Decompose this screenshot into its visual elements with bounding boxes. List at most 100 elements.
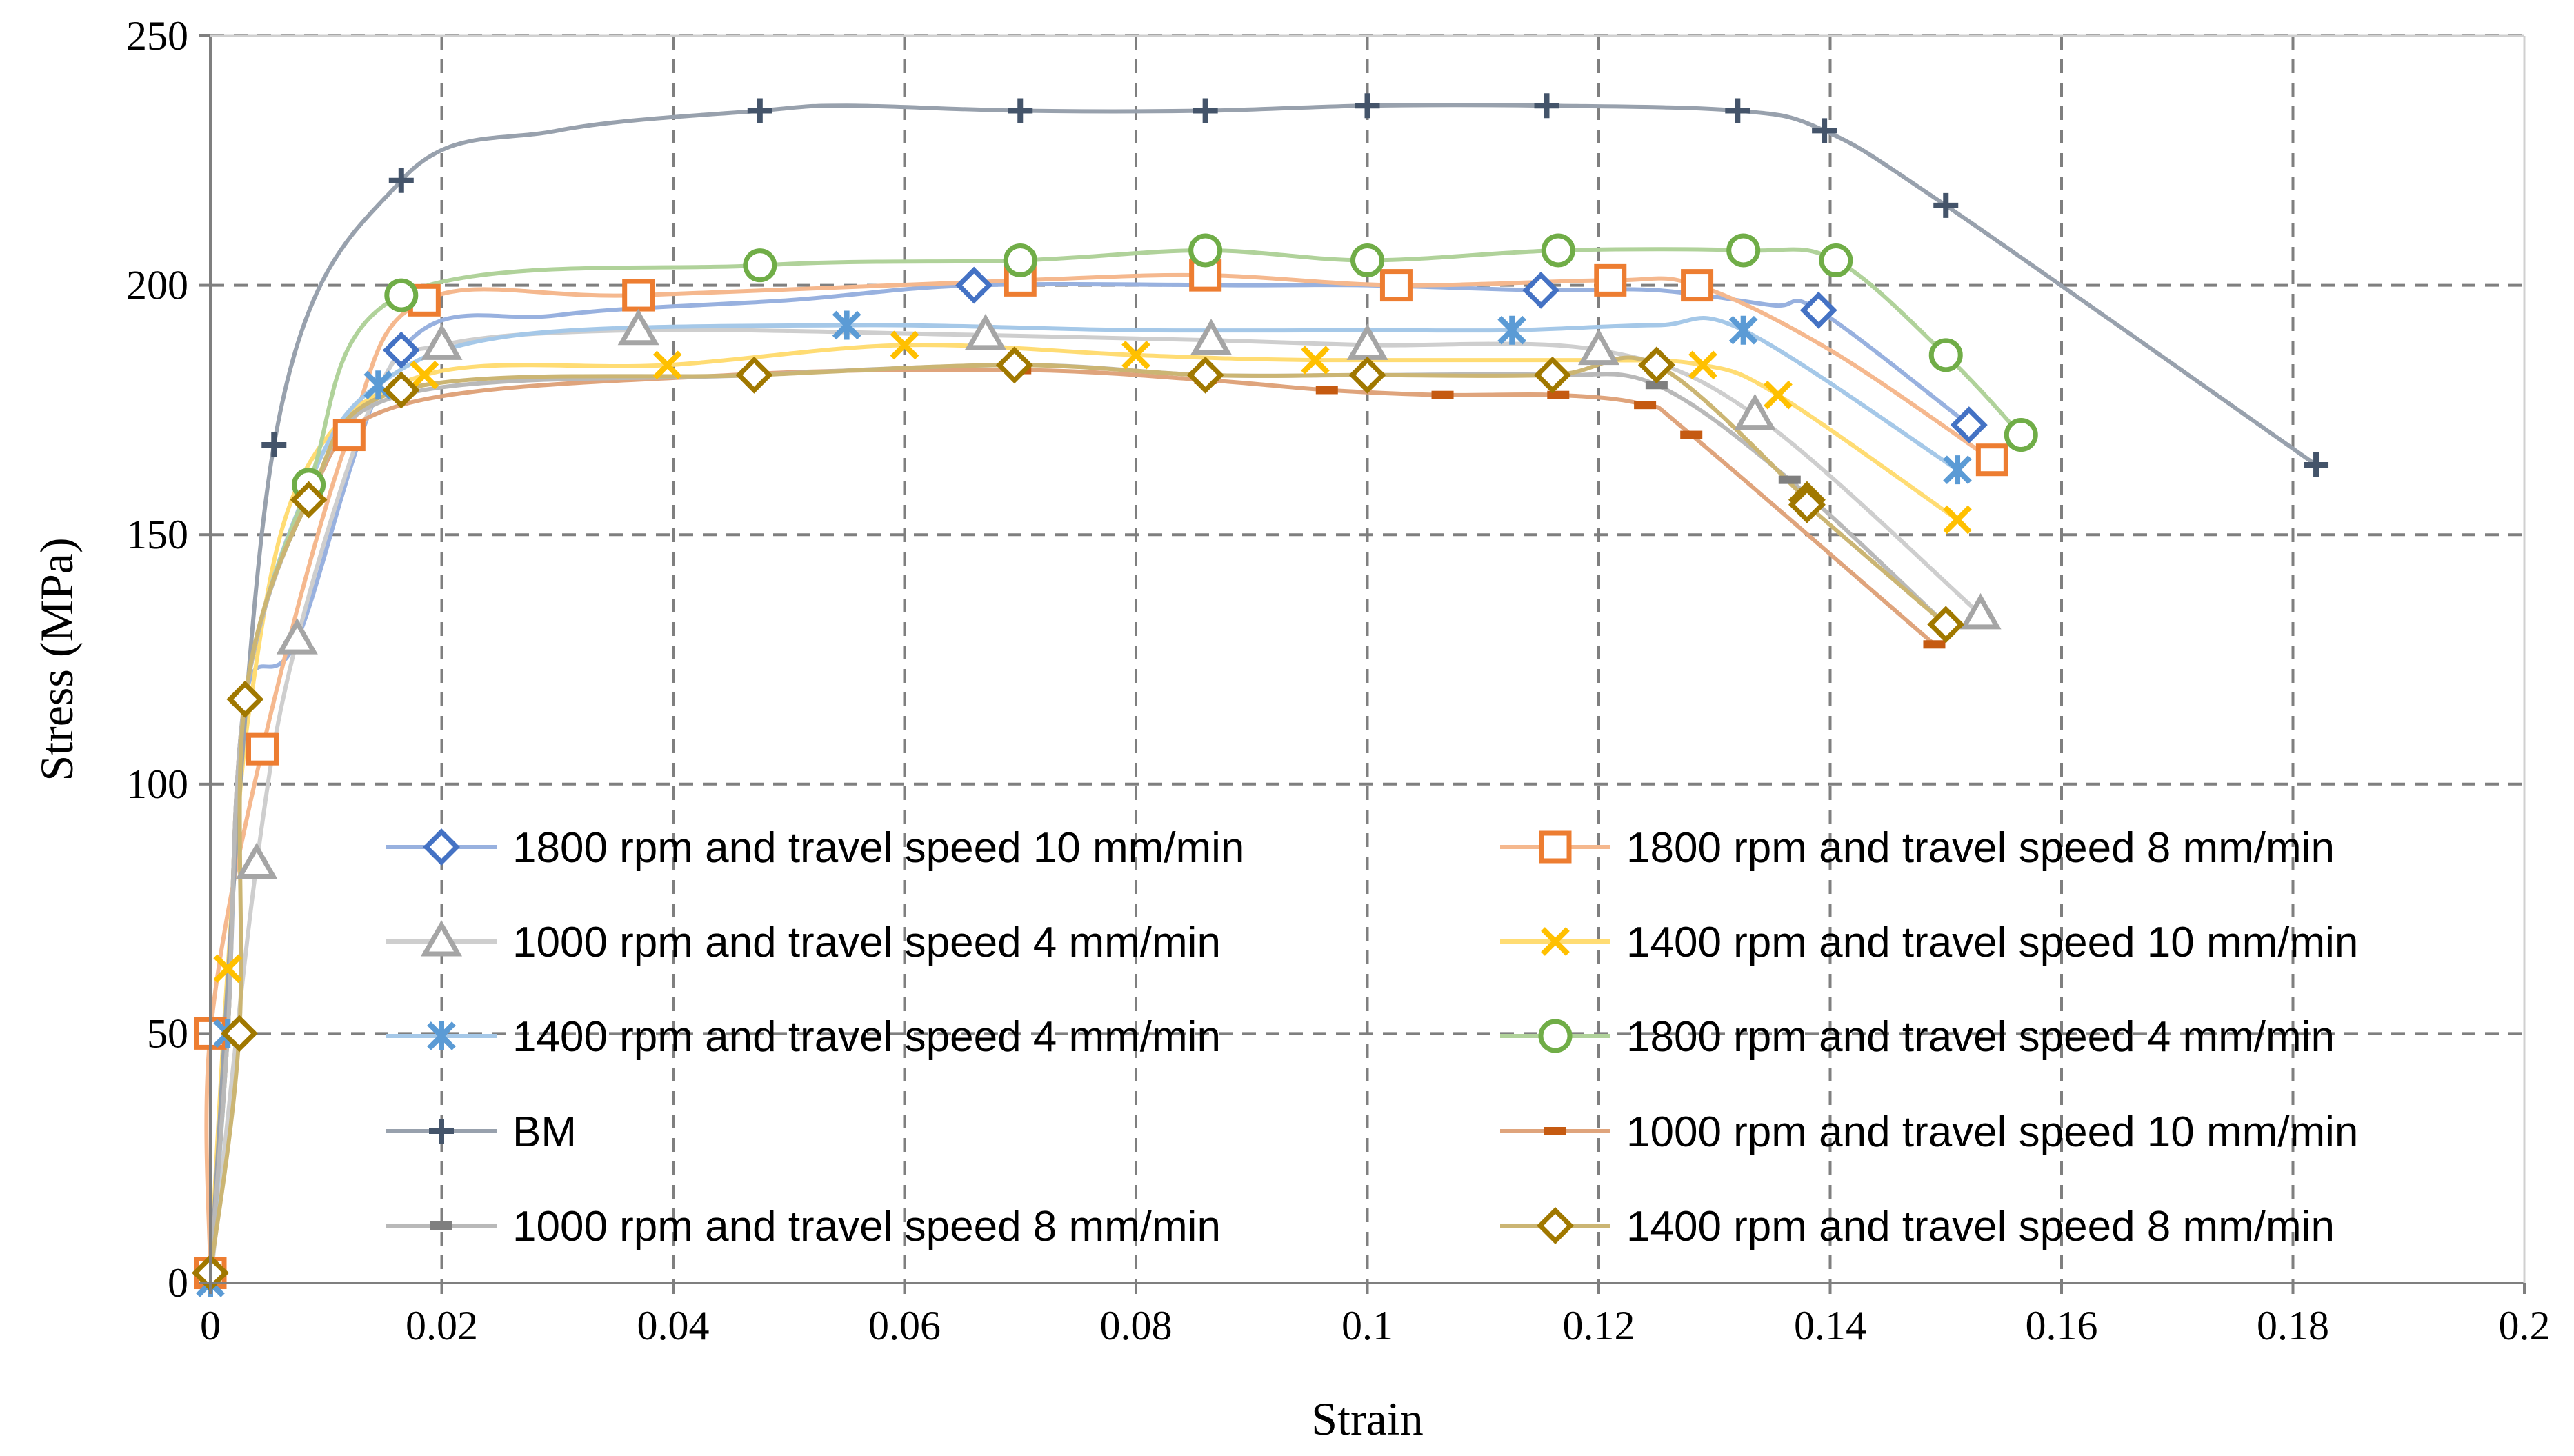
x-tick-label: 0 — [200, 1303, 221, 1348]
legend-label: 1800 rpm and travel speed 4 mm/min — [1626, 1013, 2335, 1061]
data-point-series-6 — [1003, 243, 1037, 277]
data-point-series-2 — [1379, 269, 1413, 302]
legend-item-2: 1800 rpm and travel speed 8 mm/min — [1500, 824, 2335, 872]
legend-label: 1800 rpm and travel speed 8 mm/min — [1626, 824, 2335, 872]
data-point-series-10 — [290, 481, 328, 519]
y-tick-label: 150 — [126, 512, 188, 557]
data-point-series-1 — [1799, 291, 1837, 329]
legend-item-7: BM — [386, 1108, 577, 1156]
x-tick-label: 0.2 — [2499, 1303, 2551, 1348]
legend-marker — [1539, 830, 1572, 864]
x-tick-label: 0.1 — [1341, 1303, 1393, 1348]
data-point-series-7 — [1008, 98, 1033, 123]
data-point-series-10 — [382, 371, 420, 409]
legend-label: BM — [512, 1108, 577, 1156]
legend-marker — [423, 828, 460, 866]
y-tick-label: 200 — [126, 263, 188, 308]
legend: 1800 rpm and travel speed 10 mm/min 1800 … — [386, 824, 2358, 1250]
data-point-series-3 — [1734, 393, 1776, 430]
data-point-series-1 — [382, 331, 420, 369]
series-line-2 — [204, 272, 1993, 1273]
legend-marker — [1538, 1019, 1573, 1053]
data-point-series-5 — [1943, 455, 1972, 485]
data-point-series-9 — [1645, 381, 1668, 390]
data-point-series-6 — [2004, 418, 2038, 452]
data-point-series-8 — [1431, 390, 1454, 399]
data-point-series-8 — [1634, 401, 1657, 410]
data-point-series-10 — [1533, 356, 1571, 394]
y-axis-title: Stress (MPa) — [30, 537, 83, 781]
data-point-series-4 — [1688, 350, 1717, 380]
legend-marker — [427, 1021, 456, 1050]
legend-item-4: 1400 rpm and travel speed 10 mm/min — [1500, 919, 2358, 966]
data-point-series-3 — [1190, 319, 1233, 355]
data-point-series-8 — [1547, 390, 1570, 399]
data-point-series-2 — [1594, 263, 1627, 297]
data-point-series-7 — [388, 168, 414, 193]
x-tick-label: 0.08 — [1100, 1303, 1173, 1348]
data-point-series-7 — [2304, 452, 2329, 477]
data-point-series-10 — [1788, 486, 1826, 523]
legend-item-6: 1800 rpm and travel speed 4 mm/min — [1500, 1013, 2335, 1061]
data-point-series-6 — [1726, 233, 1761, 268]
legend-marker — [1541, 927, 1570, 956]
legend-label: 1000 rpm and travel speed 10 mm/min — [1626, 1108, 2358, 1156]
data-point-series-7 — [261, 432, 287, 458]
legend-label: 1400 rpm and travel speed 8 mm/min — [1626, 1203, 2335, 1250]
data-point-series-7 — [1534, 93, 1559, 119]
data-point-series-9 — [1778, 475, 1801, 484]
legend-marker — [1544, 1127, 1566, 1135]
data-point-series-4 — [1301, 346, 1330, 375]
data-point-series-2 — [1681, 269, 1714, 302]
data-point-series-10 — [220, 1015, 258, 1053]
data-point-series-5 — [1728, 315, 1758, 345]
y-tick-label: 50 — [147, 1010, 188, 1056]
legend-label: 1800 rpm and travel speed 10 mm/min — [512, 824, 1244, 872]
data-point-series-3 — [617, 308, 659, 346]
data-point-series-4 — [1764, 380, 1793, 410]
data-point-series-4 — [652, 350, 682, 380]
data-point-series-6 — [743, 248, 777, 283]
y-tick-label: 250 — [126, 13, 188, 59]
legend-marker — [430, 1221, 452, 1230]
series-markers — [192, 93, 2329, 1297]
legend-item-10: 1400 rpm and travel speed 8 mm/min — [1500, 1203, 2335, 1250]
data-point-series-6 — [1928, 338, 1963, 372]
data-point-series-3 — [1959, 592, 2002, 630]
data-point-series-2 — [1975, 443, 2008, 477]
data-point-series-7 — [1812, 118, 1837, 143]
data-point-series-6 — [1541, 233, 1575, 268]
data-point-series-6 — [1188, 233, 1223, 268]
data-point-series-1 — [1950, 406, 1988, 444]
x-tick-label: 0.04 — [637, 1303, 710, 1348]
data-point-series-4 — [213, 954, 242, 984]
data-point-series-5 — [1497, 315, 1527, 345]
legend-item-8: 1000 rpm and travel speed 10 mm/min — [1500, 1108, 2358, 1156]
legend-item-9: 1000 rpm and travel speed 8 mm/min — [386, 1203, 1221, 1250]
data-point-series-3 — [276, 618, 318, 655]
legend-marker — [1537, 1207, 1574, 1244]
data-point-series-6 — [384, 278, 419, 312]
legend-item-3: 1000 rpm and travel speed 4 mm/min — [386, 919, 1221, 966]
data-point-series-6 — [1819, 243, 1853, 277]
data-point-series-2 — [246, 732, 279, 766]
data-point-series-1 — [955, 266, 993, 304]
series-line-3 — [208, 328, 1982, 1284]
data-point-series-7 — [747, 98, 772, 123]
legend-item-5: 1400 rpm and travel speed 4 mm/min — [386, 1013, 1221, 1061]
x-tick-label: 0.12 — [1563, 1303, 1635, 1348]
data-point-series-2 — [622, 279, 655, 312]
data-point-series-4 — [1121, 341, 1150, 370]
data-point-series-7 — [1193, 98, 1218, 123]
data-point-series-1 — [1522, 271, 1560, 309]
data-point-series-7 — [1933, 192, 1959, 218]
data-point-series-7 — [1725, 98, 1750, 123]
data-point-series-2 — [332, 419, 366, 452]
y-tick-label: 100 — [126, 761, 188, 807]
data-point-series-10 — [995, 346, 1033, 384]
data-point-series-8 — [1923, 640, 1946, 649]
data-point-series-8 — [1315, 386, 1338, 395]
legend-item-1: 1800 rpm and travel speed 10 mm/min — [386, 824, 1244, 872]
